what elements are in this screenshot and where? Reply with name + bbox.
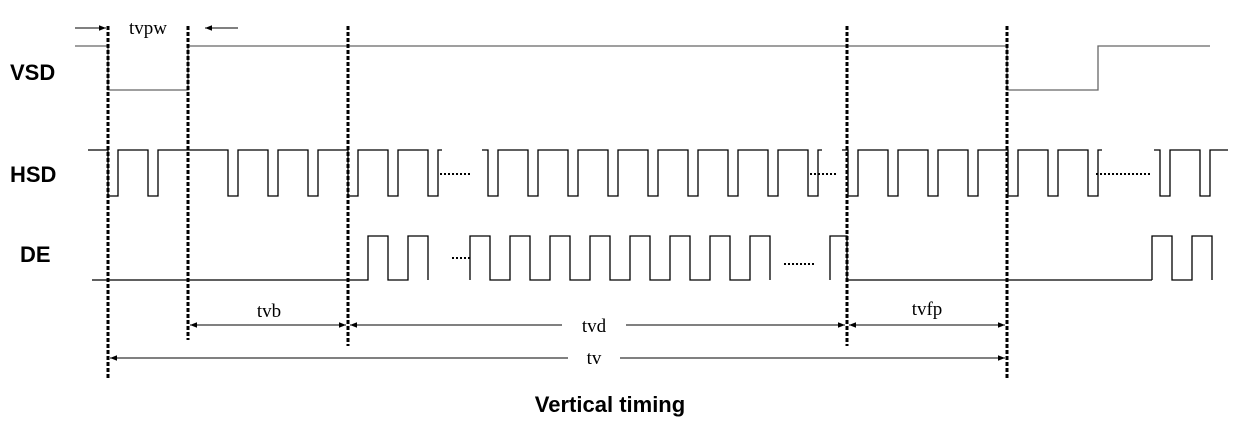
tv-label: tv <box>587 348 602 369</box>
hsd-waveform <box>88 149 1228 197</box>
tvb-label: tvb <box>257 301 281 322</box>
tvfp-label: tvfp <box>912 299 943 320</box>
de-waveform <box>92 235 1213 281</box>
hsd-label: HSD <box>10 162 56 187</box>
vsd-waveform <box>75 45 1210 91</box>
diagram-caption: Vertical timing <box>535 392 685 417</box>
tvd-label: tvd <box>582 316 607 337</box>
vsd-label: VSD <box>10 60 55 85</box>
tvpw-label: tvpw <box>129 18 167 39</box>
de-label: DE <box>20 242 51 267</box>
